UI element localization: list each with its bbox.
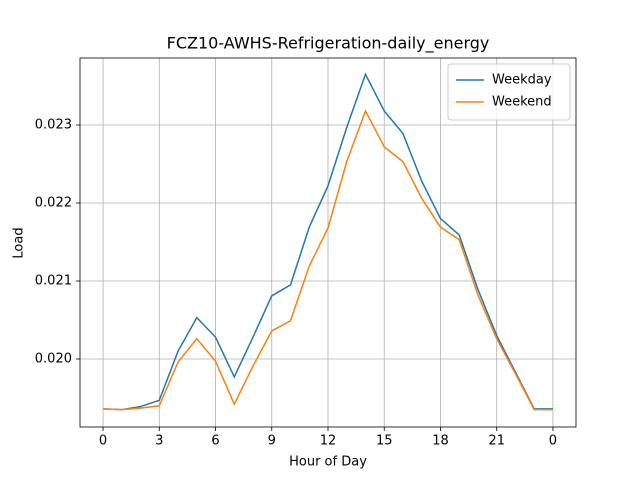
legend: Weekday Weekend — [447, 63, 571, 121]
y-tick-label: 0.023 — [35, 117, 72, 132]
x-tick-label: 12 — [320, 434, 337, 449]
y-tick-label: 0.022 — [35, 195, 72, 210]
x-tick-label: 3 — [155, 434, 163, 449]
x-tick-label: 15 — [376, 434, 393, 449]
y-tick-label: 0.021 — [35, 273, 72, 288]
legend-label: Weekend — [492, 95, 552, 110]
legend-box — [447, 63, 571, 121]
legend-label: Weekday — [492, 73, 552, 88]
x-tick-label: 21 — [488, 434, 505, 449]
plot-frame — [79, 57, 577, 428]
chart-title: FCZ10-AWHS-Refrigeration-daily_energy — [167, 34, 490, 54]
data-line — [103, 72, 553, 411]
x-tick-label: 18 — [432, 434, 449, 449]
data-line — [103, 109, 553, 411]
y-axis-label: Load — [12, 227, 27, 258]
y-tick-label: 0.020 — [35, 351, 72, 366]
x-tick-label: 0 — [549, 434, 557, 449]
x-tick-label: 0 — [99, 434, 107, 449]
x-axis-label: Hour of Day — [289, 455, 367, 470]
x-tick-label: 9 — [268, 434, 276, 449]
x-tick-label: 6 — [211, 434, 219, 449]
